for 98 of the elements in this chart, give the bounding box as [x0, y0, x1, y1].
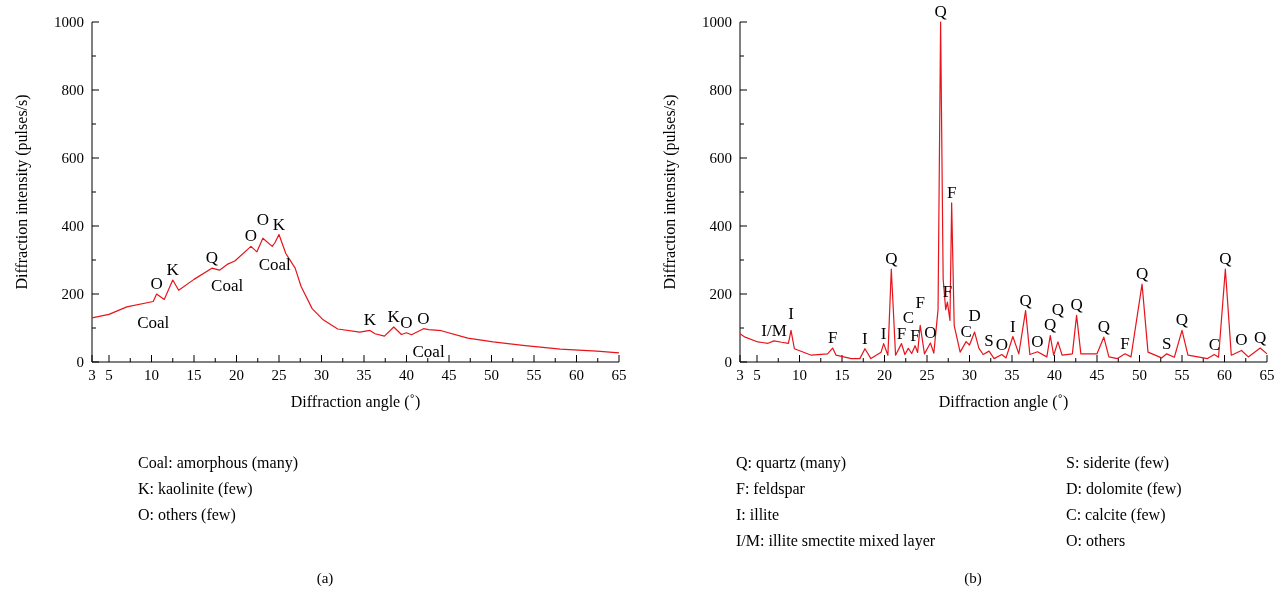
line-series	[739, 21, 1268, 360]
annotation: Q	[1175, 310, 1189, 330]
annotation: I	[1010, 316, 1017, 336]
x-tick-label: 65	[1259, 367, 1275, 383]
y-tick-label: 200	[709, 286, 732, 302]
y-tick-label: 800	[709, 82, 732, 98]
text: O: others (few)	[138, 506, 236, 524]
text: O: others	[1066, 532, 1126, 549]
annotation: Coal	[412, 341, 445, 361]
x-tick-label: 15	[186, 367, 202, 383]
y-tick-label: 800	[61, 82, 84, 98]
x-axis-title: Diffraction angle (˚)	[290, 393, 421, 411]
annotation: I	[788, 304, 795, 324]
annotation: Q	[885, 249, 898, 269]
annotation: O	[400, 312, 413, 332]
x-tick-label: 15	[834, 367, 850, 383]
x-tick-label: 30	[314, 367, 329, 383]
annotation: Q	[1135, 264, 1149, 284]
annotation: Q	[1019, 290, 1032, 310]
text: I/M: illite smectite mixed layer	[736, 532, 936, 550]
y-tick-label: 200	[61, 286, 84, 302]
x-tick-label: 20	[229, 367, 244, 383]
annotation: Coal	[258, 255, 292, 274]
text: (a)	[316, 570, 334, 587]
x-tick-label: 50	[1132, 367, 1147, 383]
y-tick-label: 1000	[702, 14, 732, 30]
x-tick-label: 35	[356, 367, 372, 383]
annotation: O	[1031, 331, 1044, 351]
x-tick-label: 60	[1217, 367, 1232, 383]
annotation: S	[1161, 333, 1172, 353]
x-tick-label: 10	[144, 367, 159, 383]
text: (b)	[964, 570, 982, 587]
annotation: K	[387, 306, 401, 326]
y-tick-label: 1000	[54, 14, 84, 30]
y-axis-title: Diffraction intensity (pulses/s)	[661, 94, 679, 290]
x-tick-label: 25	[919, 367, 935, 383]
x-tick-label: 25	[271, 367, 287, 383]
x-tick-label: 40	[1047, 367, 1062, 383]
text: Coal: amorphous (many)	[138, 454, 298, 472]
y-tick-label: 600	[61, 150, 84, 166]
x-tick-label: 50	[484, 367, 499, 383]
annotation: F	[946, 182, 957, 202]
x-tick-label: 30	[962, 367, 977, 383]
y-tick-label: 0	[724, 354, 732, 370]
x-tick-label: 40	[399, 367, 414, 383]
annotation: Coal	[137, 313, 170, 333]
y-tick-label: 400	[709, 218, 732, 234]
annotation: F	[1120, 333, 1130, 353]
x-tick-label: 55	[526, 367, 542, 383]
x-tick-label: 20	[877, 367, 892, 383]
text: F: feldspar	[736, 480, 806, 498]
x-tick-label: 45	[1089, 367, 1105, 383]
annotation: O	[1235, 330, 1248, 350]
x-tick-label: 5	[105, 367, 113, 383]
x-tick-label: 65	[611, 367, 627, 383]
annotation: F	[827, 328, 838, 348]
x-tick-label: 60	[569, 367, 584, 383]
annotation: O	[417, 308, 430, 328]
x-tick-label: 45	[441, 367, 457, 383]
annotation: Q	[934, 2, 947, 21]
y-axis-title: Diffraction intensity (pulses/s)	[13, 94, 31, 290]
annotation: Coal	[211, 276, 244, 296]
x-tick-label: 35	[1004, 367, 1020, 383]
annotation: I	[880, 323, 887, 343]
y-tick-label: 600	[709, 150, 732, 166]
text: S: siderite (few)	[1066, 454, 1170, 472]
annotation: F	[915, 293, 925, 313]
text: Q: quartz (many)	[736, 454, 847, 472]
x-tick-label: 3	[88, 367, 96, 383]
text: K: kaolinite (few)	[138, 480, 253, 498]
x-tick-label: 10	[792, 367, 807, 383]
y-tick-label: 0	[76, 354, 84, 370]
annotation: F	[910, 325, 920, 345]
annotation: K	[363, 310, 377, 330]
annotation: O	[256, 210, 269, 230]
annotation: I	[862, 328, 869, 348]
x-tick-label: 55	[1174, 367, 1190, 383]
text: C: calcite (few)	[1066, 506, 1166, 524]
annotation: C	[1208, 334, 1220, 354]
annotation: Q	[1254, 328, 1267, 348]
annotation: K	[166, 260, 180, 280]
x-tick-label: 3	[736, 367, 744, 383]
x-axis-title: Diffraction angle (˚)	[938, 393, 1069, 411]
annotation: Q	[205, 248, 218, 268]
annotation: I/M	[761, 320, 787, 340]
annotation: O	[924, 322, 937, 342]
annotation: Q	[1070, 295, 1083, 315]
x-tick-label: 5	[753, 367, 761, 383]
annotation: O	[995, 334, 1008, 354]
annotation: Q	[1219, 249, 1232, 269]
y-tick-label: 400	[61, 218, 84, 234]
annotation: S	[984, 331, 994, 351]
annotation: K	[272, 214, 286, 234]
text: I: illite	[736, 506, 780, 523]
annotation: O	[244, 226, 258, 246]
annotation: Q	[1097, 317, 1110, 337]
annotation: O	[150, 274, 163, 293]
text: D: dolomite (few)	[1066, 480, 1182, 498]
